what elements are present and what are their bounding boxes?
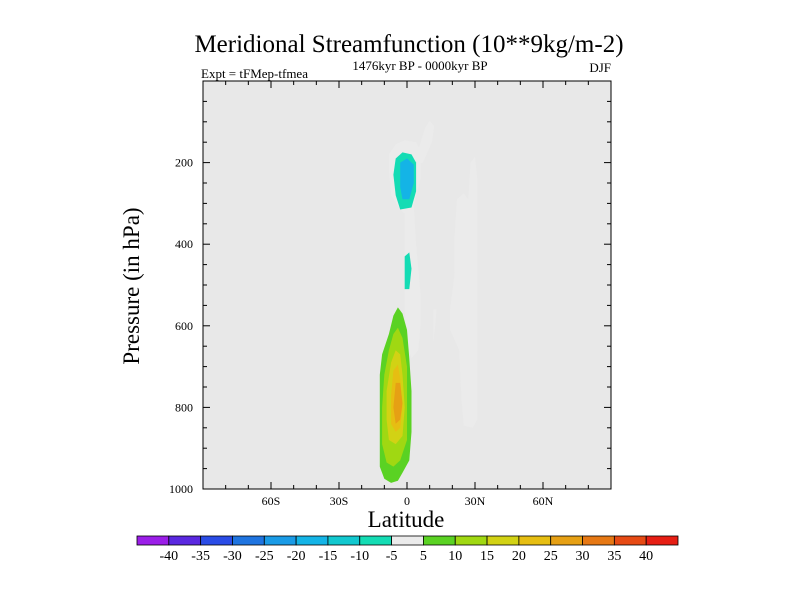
season-label: DJF: [589, 60, 611, 75]
y-tick-label: 200: [175, 156, 193, 170]
negative-lower-arm-fill: [404, 252, 412, 290]
colorbar-swatch: [136, 535, 170, 546]
colorbar-label: -10: [350, 549, 369, 564]
x-tick-label: 60S: [262, 494, 281, 508]
colorbar-swatch: [200, 535, 233, 546]
colorbar-label: -40: [159, 549, 178, 564]
experiment-label: Expt = tFMep-tfmea: [201, 66, 308, 81]
chart-title: Meridional Streamfunction (10**9kg/m-2): [194, 31, 623, 58]
colorbar-label: -25: [255, 549, 274, 564]
colorbar-swatch: [550, 535, 583, 546]
time-range-label: 1476kyr BP - 0000kyr BP: [352, 58, 487, 73]
colorbar-label: 30: [576, 549, 590, 564]
colorbar-label: -15: [319, 549, 338, 564]
colorbar-label: 25: [544, 549, 558, 564]
positive-core-fill: [393, 382, 403, 424]
colorbar-swatch: [645, 535, 679, 546]
contour-fills: [379, 120, 478, 483]
y-tick-label: 1000: [169, 482, 193, 496]
negative-cell-tip-fill: [413, 120, 435, 167]
colorbar-label: 15: [480, 549, 494, 564]
colorbar-swatch: [295, 535, 329, 546]
negative-core-fill: [400, 158, 414, 200]
colorbar-label: 10: [448, 549, 462, 564]
colorbar-label: -20: [287, 549, 306, 564]
colorbar-swatch: [391, 535, 424, 546]
y-tick-label: 800: [175, 400, 193, 414]
negative-cell-ne-fill: [450, 156, 478, 428]
colorbar-swatch: [486, 535, 520, 546]
colorbar-label: 5: [420, 549, 427, 564]
colorbar-swatch: [359, 535, 392, 546]
y-axis: 200 400 600 800 1000: [169, 100, 611, 496]
colorbar: -40 -35 -30 -25 -20 -15 -10 -5 5 10 15 20 25 30 35 40: [136, 535, 679, 564]
colorbar-swatch: [613, 535, 647, 546]
colorbar-label: -5: [386, 549, 398, 564]
x-tick-label: 30S: [330, 494, 349, 508]
x-tick-label: 60N: [533, 494, 554, 508]
x-tick-label: 30N: [465, 494, 486, 508]
colorbar-swatch: [327, 535, 361, 546]
colorbar-swatch: [454, 535, 488, 546]
colorbar-label: -30: [223, 549, 242, 564]
x-axis-label: Latitude: [368, 507, 445, 532]
y-tick-label: 400: [175, 237, 193, 251]
x-axis: 60S 30S 0 30N 60N: [225, 81, 589, 508]
colorbar-swatch: [263, 535, 297, 546]
y-tick-label: 600: [175, 319, 193, 333]
colorbar-swatch: [232, 535, 265, 546]
colorbar-label: -35: [191, 549, 210, 564]
negative-cell-sliver-fill: [433, 309, 437, 343]
colorbar-label: 40: [639, 549, 653, 564]
x-tick-label: 0: [404, 494, 410, 508]
colorbar-swatch: [168, 535, 202, 546]
colorbar-swatch: [518, 535, 552, 546]
y-axis-label: Pressure (in hPa): [119, 207, 144, 364]
colorbar-swatch: [423, 535, 456, 546]
colorbar-label: 20: [512, 549, 526, 564]
colorbar-label: 35: [607, 549, 621, 564]
colorbar-swatch: [582, 535, 615, 546]
